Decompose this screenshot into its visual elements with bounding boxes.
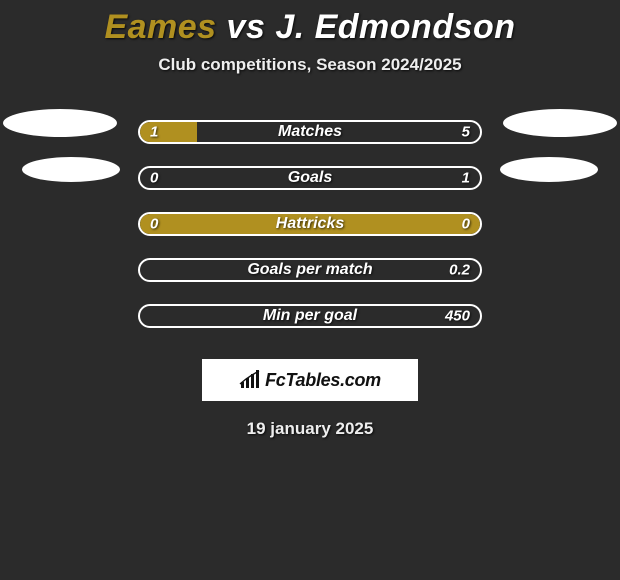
stat-label: Min per goal (263, 307, 357, 325)
bar-track: 1 Matches 5 (138, 120, 482, 144)
stat-left-value: 1 (150, 124, 158, 141)
stat-left-value: 0 (150, 216, 158, 233)
player2-name: J. Edmondson (275, 8, 515, 46)
page-title: Eames vs J. Edmondson (0, 8, 620, 47)
bar-chart-icon (239, 370, 261, 390)
comparison-infographic: Eames vs J. Edmondson Club competitions,… (0, 0, 620, 439)
stat-label: Goals per match (247, 261, 372, 279)
bar-fill (140, 122, 197, 142)
player1-name: Eames (104, 8, 216, 46)
bar-track: Goals per match 0.2 (138, 258, 482, 282)
stat-right-value: 0.2 (449, 262, 470, 279)
stat-row: Min per goal 450 (0, 293, 620, 339)
stat-label: Hattricks (276, 215, 344, 233)
stats-chart: 1 Matches 5 0 Goals 1 0 Hattricks 0 Goals per mat… (0, 109, 620, 339)
stat-left-value: 0 (150, 170, 158, 187)
stat-row: 0 Hattricks 0 (0, 201, 620, 247)
brand-text: FcTables.com (265, 370, 381, 391)
stat-label: Matches (278, 123, 342, 141)
stat-right-value: 0 (462, 216, 470, 233)
stat-row: 1 Matches 5 (0, 109, 620, 155)
stat-right-value: 450 (445, 308, 470, 325)
stat-label: Goals (288, 169, 332, 187)
stat-row: Goals per match 0.2 (0, 247, 620, 293)
stat-row: 0 Goals 1 (0, 155, 620, 201)
brand-badge: FcTables.com (202, 359, 418, 401)
stat-right-value: 5 (462, 124, 470, 141)
date-text: 19 january 2025 (0, 419, 620, 439)
bar-track: 0 Hattricks 0 (138, 212, 482, 236)
bar-track: Min per goal 450 (138, 304, 482, 328)
vs-text: vs (227, 8, 266, 46)
stat-right-value: 1 (462, 170, 470, 187)
bar-track: 0 Goals 1 (138, 166, 482, 190)
subtitle: Club competitions, Season 2024/2025 (0, 55, 620, 75)
